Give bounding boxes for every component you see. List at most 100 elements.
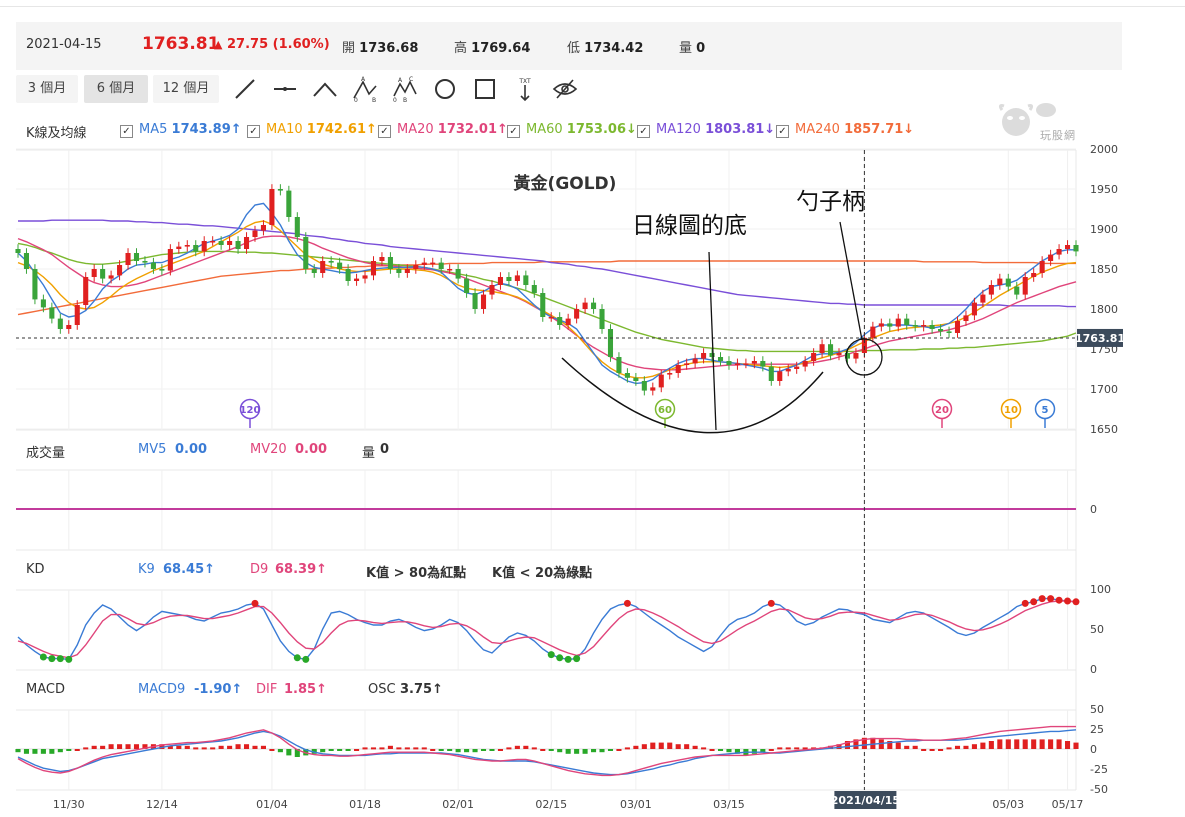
osc-bar — [176, 745, 182, 749]
osc-bar — [125, 744, 131, 749]
osc-bar — [938, 749, 944, 751]
hide-drawings-icon[interactable] — [552, 76, 578, 102]
macd9-line — [17, 729, 1077, 776]
candle-body — [751, 361, 757, 364]
osc-bar — [607, 749, 614, 751]
candle-body — [1073, 245, 1079, 252]
kd-tick-label: 100 — [1090, 583, 1111, 596]
kd-tick-label: 50 — [1090, 623, 1104, 636]
osc-bar — [828, 745, 834, 749]
candle-body — [176, 246, 182, 249]
ma20-toggle[interactable]: ✓ MA20 1732.01↑ — [378, 122, 508, 138]
horizontal-line-icon[interactable] — [272, 76, 298, 102]
candle-body — [692, 358, 698, 364]
candle-body — [100, 269, 106, 279]
osc-bar — [734, 749, 740, 754]
rectangle-tool-icon[interactable] — [472, 76, 498, 102]
candle-body — [1048, 254, 1054, 261]
ma120-toggle[interactable]: ✓ MA120 1803.81↓ — [637, 122, 775, 138]
circle-tool-icon[interactable] — [432, 76, 458, 102]
macd-tick-label: 50 — [1090, 703, 1104, 716]
ma10-toggle[interactable]: ✓ MA10 1742.61↑ — [247, 122, 377, 138]
candle-body — [447, 269, 453, 271]
ma120-value: 1803.81↓ — [705, 122, 776, 137]
text-tool-icon[interactable]: TXT — [512, 76, 538, 102]
ma60-toggle[interactable]: ✓ MA60 1753.06↓ — [507, 122, 637, 138]
osc-bar — [15, 749, 21, 753]
candle-body — [362, 275, 368, 279]
candle-body — [413, 265, 419, 269]
ma240-toggle[interactable]: ✓ MA240 1857.71↓ — [776, 122, 914, 138]
candle-body — [929, 325, 935, 329]
osc-bar — [667, 742, 673, 749]
period-6m-button[interactable]: 6 個月 — [84, 75, 148, 103]
ma5-toggle[interactable]: ✓ MA5 1743.89↑ — [120, 122, 242, 138]
candle-body — [633, 377, 639, 381]
osc-bar — [717, 749, 724, 751]
volume-label: 量 — [679, 41, 693, 56]
candle-body — [235, 241, 241, 249]
kd-oversold-dot — [573, 655, 581, 663]
osc-bar — [675, 744, 681, 749]
line-tool-icon[interactable] — [232, 76, 258, 102]
chart-title: 黃金(GOLD) — [513, 173, 617, 194]
period-12m-button[interactable]: 12 個月 — [153, 75, 219, 103]
macd-tick-label: 25 — [1090, 723, 1104, 736]
mv5-value: 0.00 — [175, 442, 208, 457]
candle-body — [396, 269, 402, 273]
candle-body — [40, 299, 46, 308]
candle-body — [142, 261, 148, 263]
candle-body — [819, 344, 825, 353]
candle-body — [83, 277, 89, 305]
kd-overbought-dot — [1072, 598, 1080, 606]
cup-curve — [561, 357, 824, 434]
ma-marker-circle — [1034, 398, 1056, 420]
volume-value: 0 — [696, 41, 706, 56]
period-3m-button[interactable]: 3 個月 — [16, 75, 78, 103]
osc-bar — [100, 745, 106, 749]
candle-body — [184, 245, 190, 247]
osc-bar — [430, 749, 436, 751]
checkbox-icon: ✓ — [507, 125, 520, 138]
osc-bar — [1014, 739, 1020, 749]
osc-bar — [201, 747, 207, 750]
candle-body — [802, 361, 808, 367]
candle-body — [294, 217, 300, 237]
osc-bar — [1039, 739, 1045, 749]
annotation-bottom: 日線圖的底 — [632, 213, 747, 239]
candle-body — [1039, 261, 1045, 273]
ma60-value: 1753.06↓ — [566, 122, 637, 137]
price-tick-label: 2000 — [1090, 143, 1118, 156]
osc-bar — [66, 749, 72, 751]
osc-bar — [1056, 739, 1062, 749]
abc-wave-icon[interactable]: A 0 B — [352, 76, 378, 104]
candle-body — [1064, 245, 1071, 249]
macd9-label: MACD9 — [138, 682, 186, 697]
cursor-date-label: 2021/04/15 — [831, 794, 900, 807]
osc-bar — [421, 747, 427, 750]
osc-bar — [133, 744, 140, 749]
angle-line-icon[interactable] — [312, 76, 338, 102]
osc-bar — [878, 739, 884, 749]
candle-body — [904, 318, 910, 325]
osc-bar — [921, 749, 927, 751]
macd-tick-label: 0 — [1090, 743, 1097, 756]
candle-body — [150, 262, 156, 269]
kd-oversold-dot — [564, 655, 572, 663]
quote-high: 高 1769.64 — [454, 37, 530, 56]
osc-bar — [294, 749, 300, 757]
candle-body — [844, 353, 851, 359]
osc-bar — [235, 744, 241, 749]
candle-body — [548, 317, 554, 319]
candle-body — [108, 275, 114, 279]
quote-date: 2021-04-15 — [26, 37, 102, 52]
x-tick-label: 11/30 — [53, 798, 85, 811]
candle-body — [243, 237, 250, 249]
x-tick-label: 01/04 — [256, 798, 288, 811]
candle-body — [91, 269, 97, 277]
candle-body — [252, 230, 258, 237]
checkbox-icon: ✓ — [378, 125, 391, 138]
candle-body — [616, 357, 622, 373]
